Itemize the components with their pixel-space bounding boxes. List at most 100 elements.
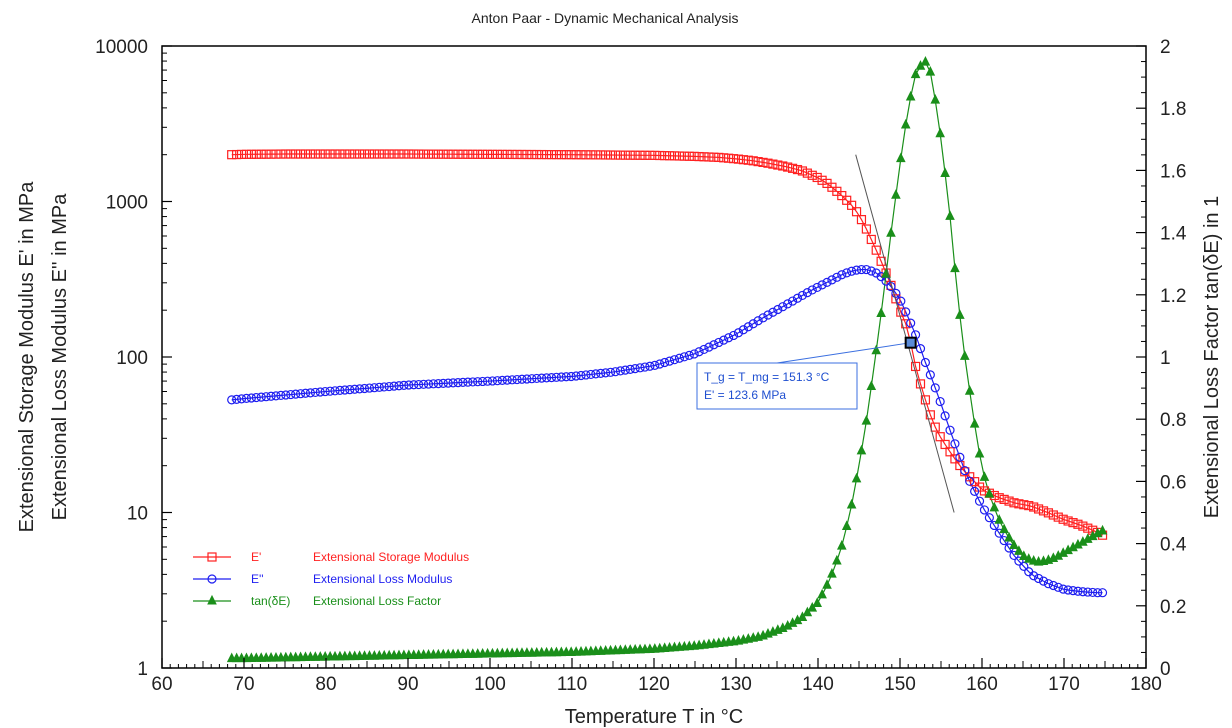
- series-3-point: [969, 418, 980, 428]
- series-2-point: [487, 376, 498, 386]
- series-1-point: [487, 149, 498, 159]
- series-2-point: [635, 363, 645, 373]
- series-2-point: [492, 376, 502, 386]
- legend: E' Extensional Storage Modulus E'' Extensio…: [193, 550, 469, 608]
- series-2-point: [940, 411, 950, 421]
- series-2-point: [305, 388, 316, 398]
- series-2-point: [925, 370, 935, 380]
- y-right-tick-label: 0.6: [1160, 472, 1186, 493]
- series-1-point: [610, 150, 621, 160]
- x-tick-label: 120: [638, 674, 670, 695]
- series-1-point: [728, 154, 739, 164]
- series-1-point: [340, 149, 350, 159]
- series-1-point: [271, 149, 281, 159]
- series-1-point: [738, 155, 748, 165]
- series-1-point: [783, 162, 793, 172]
- series-1-point: [915, 379, 926, 389]
- series-3-point: [955, 309, 965, 319]
- series-2-point: [970, 486, 980, 497]
- series-1-point: [320, 149, 330, 159]
- series-1-point: [404, 149, 414, 159]
- series-1-point: [1058, 514, 1068, 524]
- series-1-point: [768, 159, 778, 169]
- series-1-point: [940, 439, 950, 450]
- series-2-point: [1043, 579, 1054, 589]
- series-2-point: [512, 374, 522, 385]
- x-tick-label: 90: [397, 674, 418, 695]
- series-1-point: [930, 422, 940, 432]
- series-1-point: [861, 224, 871, 234]
- series-2-point: [979, 505, 990, 515]
- series-3-point: [802, 606, 813, 617]
- series-2-point: [414, 379, 424, 390]
- series-1-point: [478, 149, 488, 159]
- series-2-point: [241, 393, 252, 403]
- series-1-point: [325, 149, 335, 159]
- series-2-point: [1009, 550, 1019, 561]
- series-2-point: [246, 393, 256, 403]
- series-1-point: [797, 166, 808, 176]
- series-1-point: [694, 151, 704, 162]
- series-1-point: [1033, 504, 1044, 514]
- series-2-point: [753, 316, 763, 326]
- series-1-point: [350, 149, 360, 159]
- series-2-point: [817, 280, 827, 290]
- series-1-point: [364, 149, 375, 159]
- series-2-point: [1014, 556, 1024, 566]
- series-2-point: [610, 367, 621, 377]
- series-3-point: [841, 520, 852, 530]
- series-1-point: [1073, 519, 1083, 529]
- series-3-point: [836, 539, 847, 550]
- series-2-point: [640, 362, 650, 372]
- series-1-point: [1063, 516, 1073, 526]
- series-2-point: [350, 384, 360, 394]
- series-1-point: [669, 151, 680, 161]
- series-2-point: [812, 282, 822, 293]
- series-3-point: [994, 514, 1005, 524]
- series-1-point: [837, 190, 847, 201]
- series-1-point: [714, 152, 724, 163]
- series-2-point: [551, 372, 562, 382]
- series-2-point: [1053, 582, 1063, 592]
- series-3-point: [974, 447, 985, 458]
- series-2-point: [768, 307, 778, 317]
- series-1-point: [458, 149, 468, 159]
- series-2-point: [232, 394, 242, 404]
- series-1-point: [291, 149, 301, 159]
- series-3-point: [920, 56, 931, 66]
- right-y-axis-title: Extensional Loss Factor tan(δE) in 1: [1201, 196, 1223, 518]
- series-2-point: [689, 349, 699, 359]
- series-1-point: [1048, 510, 1058, 520]
- series-2-point: [1029, 571, 1039, 581]
- series-2-point: [335, 385, 345, 396]
- y-left-tick-label: 10000: [95, 37, 148, 58]
- series-1-point: [660, 151, 670, 161]
- series-2-point: [891, 288, 901, 298]
- series-3-point: [891, 189, 901, 199]
- series-1-point: [704, 152, 714, 162]
- series-2-point: [364, 383, 375, 393]
- series-1-point: [763, 158, 773, 168]
- series-3-point: [797, 611, 808, 621]
- series-2-point: [704, 342, 714, 352]
- series-2-point: [443, 378, 453, 388]
- series-2-point: [384, 381, 394, 392]
- series-2-point: [694, 347, 704, 357]
- annotation-line-2: E' = 123.6 MPa: [704, 388, 786, 402]
- series-1-point: [561, 150, 571, 160]
- series-1-point: [684, 151, 694, 161]
- series-2-point: [1033, 573, 1044, 584]
- series-2-point: [320, 386, 330, 397]
- series-1-point: [310, 149, 320, 159]
- series-1-point: [645, 150, 655, 160]
- legend-name: tan(δE): [251, 594, 290, 608]
- series-1-point: [389, 149, 399, 159]
- series-1-point: [842, 195, 852, 205]
- annotation-box: [696, 362, 858, 410]
- y-right-tick-label: 1.6: [1160, 161, 1186, 182]
- series-3-point: [1019, 550, 1029, 561]
- series-1-point: [787, 163, 798, 173]
- series-1-point: [965, 472, 975, 482]
- series-2-point: [404, 380, 414, 390]
- series-2-point: [679, 352, 689, 362]
